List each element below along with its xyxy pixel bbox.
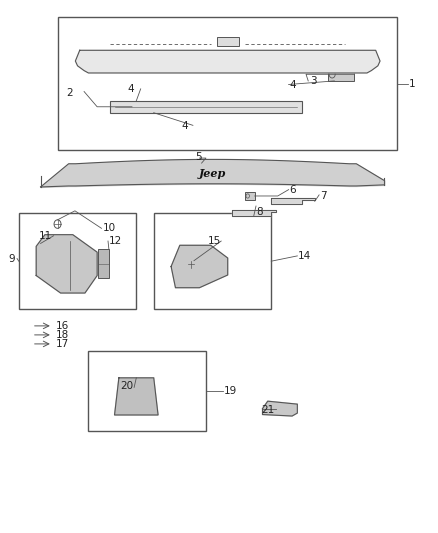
Polygon shape <box>232 211 276 216</box>
Text: 1: 1 <box>409 78 416 88</box>
Text: Jeep: Jeep <box>199 168 226 179</box>
Bar <box>19 214 136 309</box>
Bar <box>217 37 239 46</box>
Bar <box>110 101 302 113</box>
Text: 11: 11 <box>39 231 52 241</box>
Bar <box>154 214 271 309</box>
Text: 7: 7 <box>320 191 327 201</box>
Polygon shape <box>75 50 380 73</box>
Polygon shape <box>36 235 97 293</box>
Text: 21: 21 <box>261 405 274 415</box>
Text: 2: 2 <box>67 88 73 98</box>
Text: 8: 8 <box>256 207 263 217</box>
Bar <box>98 249 109 278</box>
Text: 17: 17 <box>56 339 69 349</box>
Text: 12: 12 <box>109 236 122 246</box>
Bar <box>88 351 206 431</box>
Text: 5: 5 <box>195 151 201 161</box>
Text: 6: 6 <box>290 184 296 195</box>
Text: 19: 19 <box>224 386 237 396</box>
Text: 10: 10 <box>102 223 116 233</box>
Bar <box>245 192 254 200</box>
Bar <box>130 383 143 394</box>
Text: 15: 15 <box>208 236 221 246</box>
Text: 4: 4 <box>181 121 187 131</box>
Bar <box>328 68 354 81</box>
Bar <box>58 17 397 150</box>
Polygon shape <box>271 198 315 205</box>
Polygon shape <box>171 245 228 288</box>
Text: 18: 18 <box>56 330 69 340</box>
Text: 16: 16 <box>56 321 69 331</box>
Text: 4: 4 <box>289 80 296 90</box>
Text: 20: 20 <box>120 381 133 391</box>
Text: 4: 4 <box>127 84 134 94</box>
Text: 9: 9 <box>9 254 15 263</box>
Polygon shape <box>262 401 297 416</box>
Polygon shape <box>115 378 158 415</box>
Text: 14: 14 <box>298 251 311 261</box>
Text: 3: 3 <box>311 76 317 86</box>
